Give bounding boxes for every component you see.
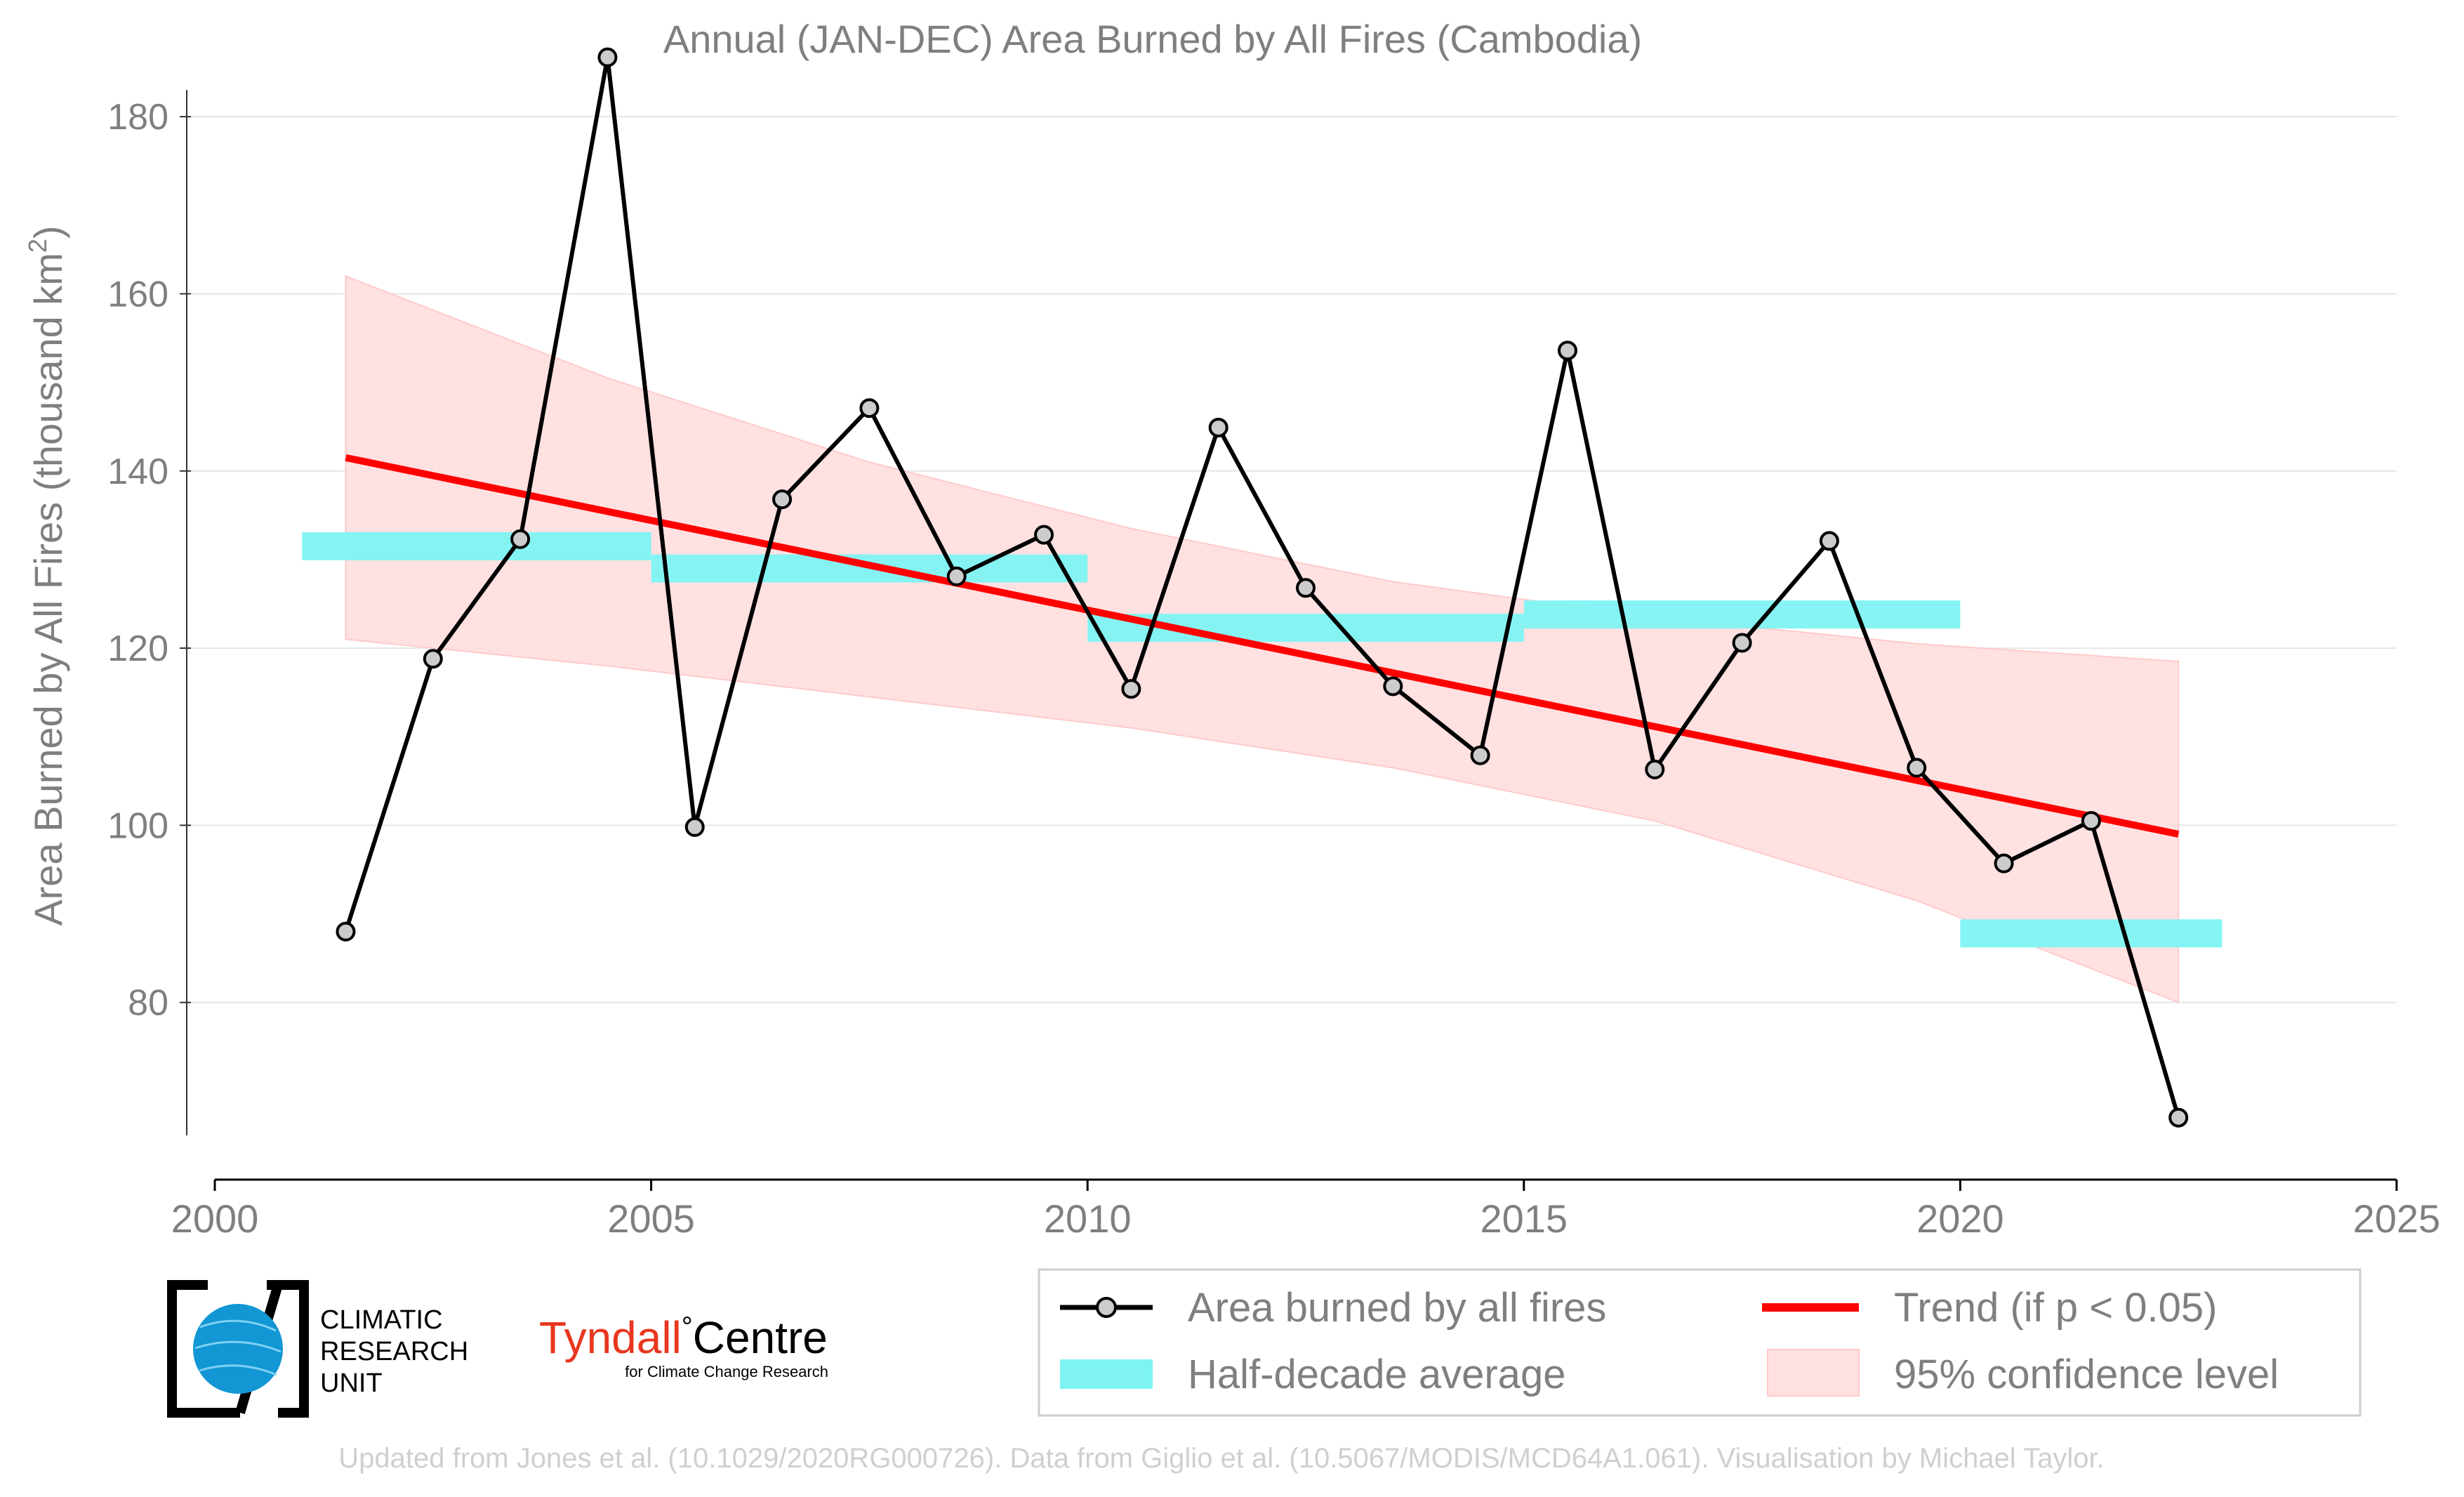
y-axis-label-main: Area Burned by All Fires (thousand km (26, 253, 70, 926)
x-tick-label-2010: 2010 (1044, 1196, 1132, 1241)
y-tick-label-180: 180 (107, 97, 168, 138)
data-point-2003 (510, 529, 531, 549)
legend-label-series: Area burned by all fires (1188, 1285, 1606, 1331)
x-tick-label-2020: 2020 (1916, 1196, 2004, 1241)
data-point-2004 (597, 47, 618, 67)
cru-logo: CLIMATIC RESEARCH UNIT (167, 1280, 468, 1418)
y-tick-label-140: 140 (107, 451, 168, 492)
data-point-2018 (1819, 531, 1839, 551)
data-point-2005 (684, 817, 705, 837)
data-point-2022 (2168, 1107, 2189, 1128)
x-tick-label-2000: 2000 (171, 1196, 259, 1241)
half-decade-bar-4 (1960, 919, 2223, 948)
legend-item-half-decade: Half-decade average (1060, 1352, 1565, 1397)
tyndall-logo-centre: Centre (693, 1312, 828, 1363)
legend-item-series: Area burned by all fires (1060, 1285, 1606, 1331)
y-tick-label-160: 160 (107, 274, 168, 315)
x-tick-label-2005: 2005 (607, 1196, 695, 1241)
legend: Area burned by all fires Trend (if p < 0… (1038, 1268, 2362, 1417)
y-axis-label-superscript: 2 (23, 239, 52, 253)
data-point-2011 (1208, 417, 1228, 437)
legend-item-trend: Trend (if p < 0.05) (1762, 1285, 2217, 1331)
cru-logo-text-line2: RESEARCH (320, 1337, 468, 1366)
half-decade-bar-0 (302, 532, 651, 560)
cru-logo-text-line3: UNIT (320, 1369, 383, 1398)
data-point-2006 (772, 489, 793, 510)
globe-icon (193, 1304, 283, 1394)
footer-credits: Updated from Jones et al. (10.1029/2020R… (338, 1443, 2104, 1474)
data-point-2016 (1645, 759, 1665, 779)
data-point-2014 (1470, 745, 1490, 765)
y-tick-label-80: 80 (128, 983, 168, 1024)
half-decade-bar-3 (1523, 600, 1961, 629)
data-point-2015 (1557, 341, 1577, 361)
data-point-2010 (1121, 679, 1141, 699)
trend-line (345, 454, 2180, 838)
data-point-2002 (423, 649, 443, 669)
data-point-2019 (1907, 758, 1927, 778)
tyndall-logo: Tyndall°Centre for Climate Change Resear… (539, 1312, 828, 1380)
data-point-2017 (1732, 633, 1752, 653)
tyndall-logo-degree: ° (682, 1312, 693, 1343)
data-point-2007 (859, 398, 880, 418)
tyndall-logo-subtitle: for Climate Change Research (625, 1363, 828, 1380)
y-tick-label-100: 100 (107, 805, 168, 846)
y-axis-label: Area Burned by All Fires (thousand km2) (23, 225, 70, 925)
data-point-2013 (1383, 676, 1403, 697)
y-axis-label-close: ) (26, 225, 70, 239)
x-tick-label-2015: 2015 (1481, 1196, 1568, 1241)
legend-frame (1038, 1268, 2362, 1417)
series-layer (336, 47, 2189, 1128)
data-point-2001 (336, 921, 356, 942)
data-point-2012 (1296, 578, 1316, 598)
trend-layer (345, 454, 2180, 838)
legend-label-half-decade: Half-decade average (1188, 1352, 1565, 1397)
data-point-2021 (2081, 811, 2101, 831)
chart-title: Annual (JAN-DEC) Area Burned by All Fire… (663, 17, 1642, 61)
legend-label-confidence: 95% confidence level (1894, 1352, 2279, 1397)
axis-layer: 80 100 120 140 160 180 2000 2005 2010 2015 2020 202… (107, 90, 2440, 1241)
legend-label-trend: Trend (if p < 0.05) (1894, 1285, 2217, 1331)
legend-item-confidence: 95% confidence level (1767, 1349, 2279, 1397)
cru-logo-frame (167, 1280, 309, 1418)
legend-swatch-series-marker (1096, 1297, 1117, 1318)
series-line-0 (343, 55, 2181, 1119)
x-tick-label-2025: 2025 (2353, 1196, 2441, 1241)
legend-swatch-confidence (1767, 1349, 1860, 1397)
legend-swatch-half-decade (1060, 1359, 1153, 1389)
data-point-2009 (1034, 525, 1054, 545)
cru-logo-text-line1: CLIMATIC (320, 1305, 443, 1335)
data-point-2020 (1994, 853, 2014, 873)
tyndall-logo-name: Tyndall (539, 1312, 682, 1363)
y-tick-label-120: 120 (107, 628, 168, 669)
globe-icon-lines (194, 1319, 281, 1376)
data-point-2008 (946, 566, 967, 586)
tyndall-logo-text: Tyndall°Centre (539, 1312, 828, 1363)
